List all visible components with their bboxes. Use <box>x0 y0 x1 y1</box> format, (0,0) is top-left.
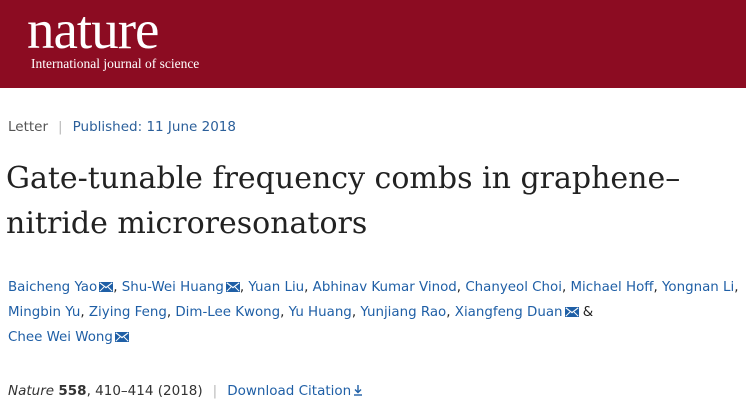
author-link-shu-wei-huang[interactable]: Shu-Wei Huang <box>121 280 224 295</box>
logo-tagline: International journal of science <box>31 56 200 71</box>
download-citation-link[interactable]: Download Citation <box>227 383 363 399</box>
author-item: Yongnan Li, <box>662 280 738 295</box>
citation-comma: , <box>86 383 96 399</box>
author-separator: , <box>304 280 313 295</box>
site-header: nature International journal of science <box>0 0 746 88</box>
citation-separator: | <box>212 383 218 399</box>
author-item: Mingbin Yu, <box>8 305 89 320</box>
author-link-baicheng-yao[interactable]: Baicheng Yao <box>8 280 98 295</box>
author-item: Yuan Liu, <box>248 280 312 295</box>
author-item: Ziying Feng, <box>89 305 176 320</box>
volume-number: 558 <box>58 383 87 399</box>
author-item: Yunjiang Rao, <box>360 305 454 320</box>
author-separator: , <box>280 305 289 320</box>
author-item: Shu-Wei Huang, <box>122 280 249 295</box>
author-link-yongnan-li[interactable]: Yongnan Li <box>662 280 735 295</box>
publication-year: (2018) <box>157 383 203 399</box>
author-separator: , <box>113 280 122 295</box>
meta-separator: | <box>58 119 63 135</box>
mail-icon[interactable] <box>564 307 579 317</box>
author-link-abhinav-kumar-vinod[interactable]: Abhinav Kumar Vinod <box>312 280 457 295</box>
author-item: Chee Wei Wong <box>8 330 129 345</box>
author-link-xiangfeng-duan[interactable]: Xiangfeng Duan <box>454 305 563 320</box>
author-item: Xiangfeng Duan & <box>455 305 593 320</box>
author-separator: & <box>578 305 594 320</box>
author-link-yuan-liu[interactable]: Yuan Liu <box>248 280 305 295</box>
author-link-dim-lee-kwong[interactable]: Dim-Lee Kwong <box>175 305 281 320</box>
author-item: Chanyeol Choi, <box>465 280 570 295</box>
author-link-yunjiang-rao[interactable]: Yunjiang Rao <box>360 305 447 320</box>
author-link-mingbin-yu[interactable]: Mingbin Yu <box>8 305 81 320</box>
author-separator: , <box>456 280 466 295</box>
author-list: Baicheng Yao, Shu-Wei Huang, Yuan Liu, A… <box>8 275 742 350</box>
article-title: Gate-tunable frequency combs in graphene… <box>6 161 681 241</box>
author-item: Baicheng Yao, <box>8 280 122 295</box>
author-link-chanyeol-choi[interactable]: Chanyeol Choi <box>465 280 562 295</box>
mail-icon[interactable] <box>99 282 114 292</box>
published-date: Published: 11 June 2018 <box>72 119 236 135</box>
author-separator: , <box>653 280 662 295</box>
download-citation-label: Download Citation <box>227 383 352 399</box>
nature-logo[interactable]: nature <box>27 0 159 60</box>
author-link-yu-huang[interactable]: Yu Huang <box>288 305 352 320</box>
mail-icon[interactable] <box>225 282 240 292</box>
author-link-chee-wei-wong[interactable]: Chee Wei Wong <box>8 330 113 345</box>
download-arrow-icon <box>353 384 363 396</box>
author-separator: , <box>561 280 571 295</box>
author-item: Dim-Lee Kwong, <box>175 305 288 320</box>
author-separator: , <box>239 280 249 295</box>
author-separator: , <box>351 305 361 320</box>
author-item: Abhinav Kumar Vinod, <box>313 280 466 295</box>
author-link-ziying-feng[interactable]: Ziying Feng <box>88 305 167 320</box>
author-separator: , <box>80 305 89 320</box>
journal-name: Nature <box>8 383 55 399</box>
article-type: Letter <box>8 119 49 135</box>
article-meta: Letter | Published: 11 June 2018 <box>8 118 236 136</box>
author-link-michael-hoff[interactable]: Michael Hoff <box>570 280 654 295</box>
citation-line: Nature 558, 410–414 (2018) | Download Cita… <box>8 382 363 400</box>
author-separator: , <box>166 305 176 320</box>
mail-icon[interactable] <box>114 332 129 342</box>
author-separator: , <box>734 280 739 295</box>
author-separator: , <box>446 305 455 320</box>
author-item: Yu Huang, <box>289 305 361 320</box>
author-item: Michael Hoff, <box>570 280 662 295</box>
page-range: 410–414 <box>95 383 154 399</box>
